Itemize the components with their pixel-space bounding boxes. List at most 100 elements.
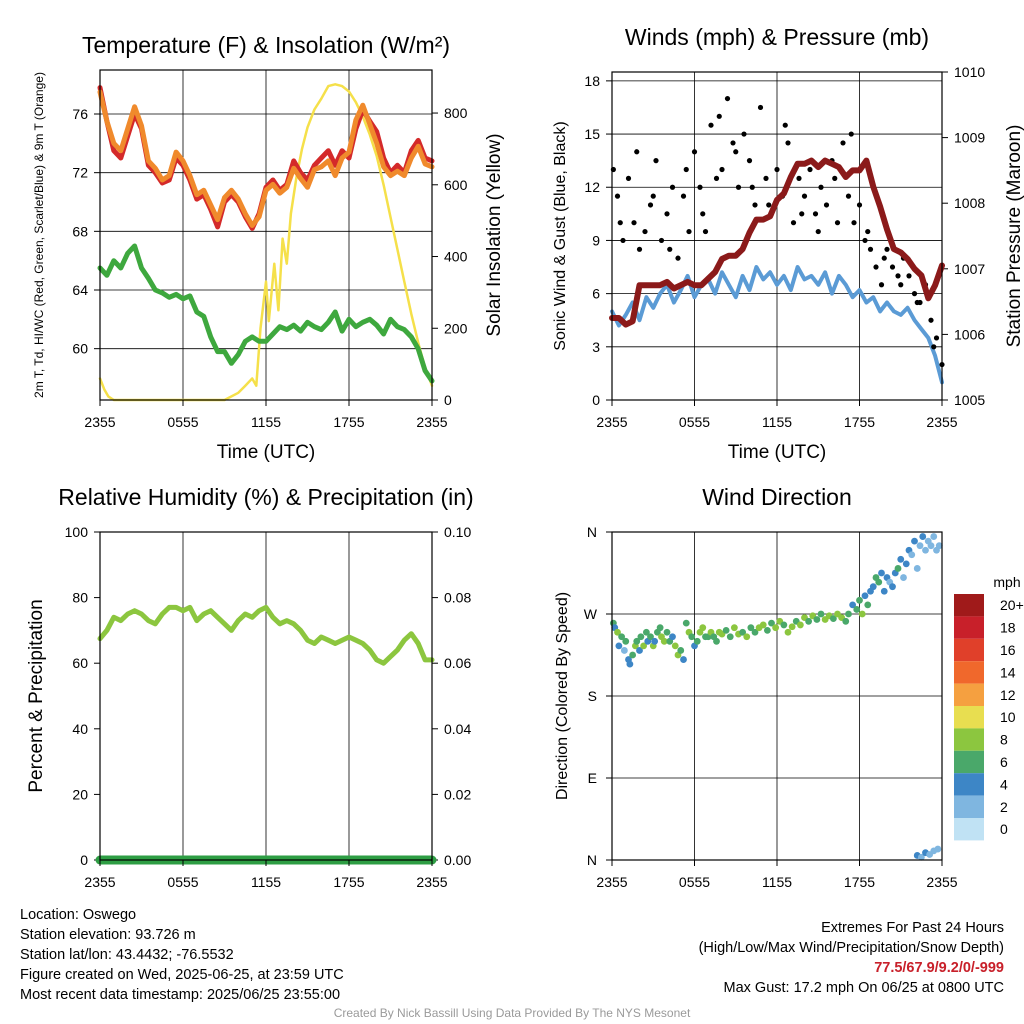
- gust-point: [658, 237, 665, 244]
- gust-point: [840, 140, 846, 146]
- direction-point: [656, 624, 664, 632]
- chart-title: Temperature (F) & Insolation (W/m²): [82, 32, 450, 58]
- x-tick-label: 1155: [762, 414, 792, 430]
- gust-point: [796, 175, 802, 181]
- y-left-tick-label: 0: [80, 852, 88, 868]
- direction-point: [878, 569, 885, 577]
- gust-point: [763, 175, 769, 181]
- direction-point: [660, 637, 668, 645]
- gust-point: [733, 149, 739, 155]
- gust-point: [884, 246, 890, 252]
- gust-point: [741, 131, 747, 137]
- gust-point: [713, 175, 720, 181]
- x-tick-label: 0555: [167, 874, 198, 890]
- direction-point: [651, 637, 659, 645]
- y-left-tick-label: 100: [65, 524, 89, 540]
- direction-point: [763, 627, 771, 634]
- gust-point: [873, 264, 879, 270]
- gust-point: [719, 166, 725, 173]
- y-right-tick-label: 800: [444, 105, 468, 121]
- direction-point: [853, 606, 861, 613]
- gust-point: [807, 166, 813, 173]
- legend-label: 18: [1000, 620, 1016, 636]
- gust-point: [834, 220, 841, 226]
- direction-point: [669, 633, 676, 641]
- station-info: Location: Oswego Station elevation: 93.7…: [20, 905, 344, 1005]
- y-right-tick-label: 600: [444, 177, 468, 193]
- direction-point: [730, 624, 738, 632]
- y-tick-label: E: [588, 770, 597, 786]
- legend-swatch: [954, 795, 984, 818]
- gust-point: [724, 95, 731, 102]
- x-tick-label: 1755: [844, 874, 875, 890]
- x-tick-label: 2355: [416, 414, 447, 430]
- gust-point: [757, 104, 764, 111]
- legend-title: mph: [993, 574, 1020, 590]
- gust-point: [782, 122, 788, 128]
- y-left-tick-label: 0: [592, 392, 600, 408]
- series-line: [97, 89, 435, 228]
- direction-point: [713, 637, 720, 645]
- gust-point: [799, 211, 805, 217]
- gust-point: [851, 220, 857, 226]
- gust-point: [700, 211, 706, 217]
- direction-point: [759, 621, 767, 629]
- gust-point: [752, 202, 758, 208]
- gust-point: [878, 282, 885, 288]
- direction-point: [894, 565, 902, 572]
- x-tick-label: 2355: [926, 414, 957, 430]
- direction-point: [784, 628, 792, 636]
- gust-point: [749, 184, 755, 190]
- direction-point: [919, 533, 927, 540]
- meteogram-figure: Temperature (F) & Insolation (W/m²)60646…: [26, 24, 1024, 890]
- direction-point: [722, 627, 730, 634]
- direction-point: [889, 583, 896, 591]
- direction-point: [880, 587, 888, 595]
- legend-swatch: [954, 594, 984, 617]
- chart-title: Winds (mph) & Pressure (mb): [625, 24, 929, 50]
- y-right-tick-label: 1010: [954, 64, 985, 80]
- y-left-tick-label: 76: [72, 106, 88, 122]
- legend-label: 10: [1000, 709, 1016, 725]
- gust-point: [815, 228, 821, 235]
- y-left-tick-label: 18: [584, 73, 600, 89]
- direction-point: [856, 596, 863, 604]
- gust-point: [634, 149, 640, 155]
- legend-label: 8: [1000, 732, 1008, 748]
- direction-point: [935, 542, 943, 550]
- y-left-tick-label: 60: [72, 655, 88, 671]
- direction-point: [688, 633, 696, 641]
- y-left-tick-label: 15: [584, 126, 600, 142]
- gust-point: [686, 228, 692, 235]
- y-right-tick-label: 1009: [954, 130, 985, 146]
- direction-point: [626, 660, 634, 668]
- gust-point: [669, 184, 676, 190]
- x-tick-label: 2355: [84, 414, 115, 430]
- y-right-tick-label: 0.06: [444, 655, 471, 671]
- direction-point: [900, 574, 907, 581]
- gust-point: [620, 237, 626, 244]
- series-line: [97, 243, 435, 384]
- direction-point: [747, 624, 755, 632]
- legend-label: 14: [1000, 664, 1016, 680]
- direction-point: [615, 642, 623, 650]
- direction-point: [618, 633, 626, 641]
- legend-swatch: [954, 661, 984, 684]
- gust-point: [774, 166, 780, 173]
- legend-swatch: [954, 683, 984, 706]
- x-tick-label: 2355: [84, 874, 115, 890]
- legend-label: 4: [1000, 776, 1008, 792]
- gust-point: [716, 113, 722, 119]
- gust-point: [812, 211, 819, 217]
- y-tick-label: W: [584, 606, 598, 622]
- legend-swatch: [954, 773, 984, 796]
- x-tick-label: 1155: [251, 414, 281, 430]
- direction-point: [805, 617, 813, 625]
- y-left-axis-label: Percent & Precipitation: [26, 599, 47, 792]
- gust-point: [898, 282, 904, 288]
- direction-point: [897, 555, 905, 563]
- gust-point: [653, 158, 659, 164]
- gust-point: [928, 317, 934, 323]
- y-right-tick-label: 0: [444, 392, 452, 408]
- gust-point: [933, 335, 940, 341]
